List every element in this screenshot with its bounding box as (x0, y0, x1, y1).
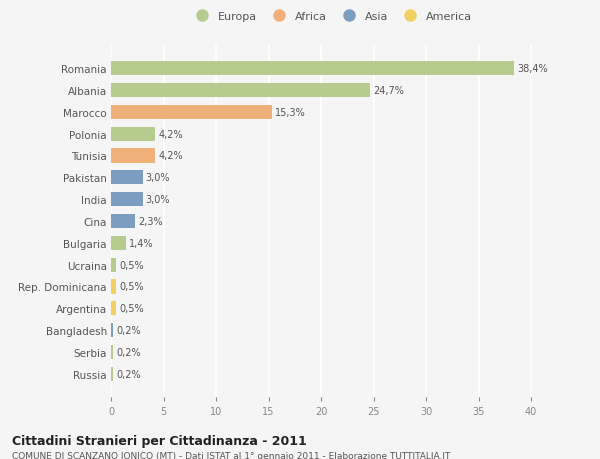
Text: 0,2%: 0,2% (116, 347, 141, 357)
Bar (111, 258, 116, 272)
Bar (111, 345, 113, 359)
Text: 3,0%: 3,0% (146, 195, 170, 205)
Text: 1,4%: 1,4% (129, 238, 154, 248)
Bar (111, 84, 370, 98)
Text: 0,2%: 0,2% (116, 325, 141, 336)
Text: 15,3%: 15,3% (275, 107, 305, 118)
Bar (111, 367, 113, 381)
Text: 38,4%: 38,4% (517, 64, 548, 74)
Bar (111, 62, 514, 76)
Text: 24,7%: 24,7% (374, 86, 404, 96)
Bar (111, 127, 155, 141)
Bar (111, 193, 143, 207)
Bar (111, 280, 116, 294)
Text: 0,5%: 0,5% (119, 282, 144, 292)
Bar (111, 106, 272, 120)
Text: 0,5%: 0,5% (119, 260, 144, 270)
Text: 0,2%: 0,2% (116, 369, 141, 379)
Text: 3,0%: 3,0% (146, 173, 170, 183)
Text: COMUNE DI SCANZANO JONICO (MT) - Dati ISTAT al 1° gennaio 2011 - Elaborazione TU: COMUNE DI SCANZANO JONICO (MT) - Dati IS… (12, 451, 451, 459)
Text: Cittadini Stranieri per Cittadinanza - 2011: Cittadini Stranieri per Cittadinanza - 2… (12, 434, 307, 447)
Bar (111, 149, 155, 163)
Text: 4,2%: 4,2% (158, 129, 183, 139)
Text: 4,2%: 4,2% (158, 151, 183, 161)
Bar (111, 236, 126, 250)
Bar (111, 214, 135, 229)
Bar (111, 323, 113, 337)
Legend: Europa, Africa, Asia, America: Europa, Africa, Asia, America (189, 9, 474, 24)
Bar (111, 171, 143, 185)
Text: 2,3%: 2,3% (139, 217, 163, 226)
Bar (111, 302, 116, 316)
Text: 0,5%: 0,5% (119, 304, 144, 313)
